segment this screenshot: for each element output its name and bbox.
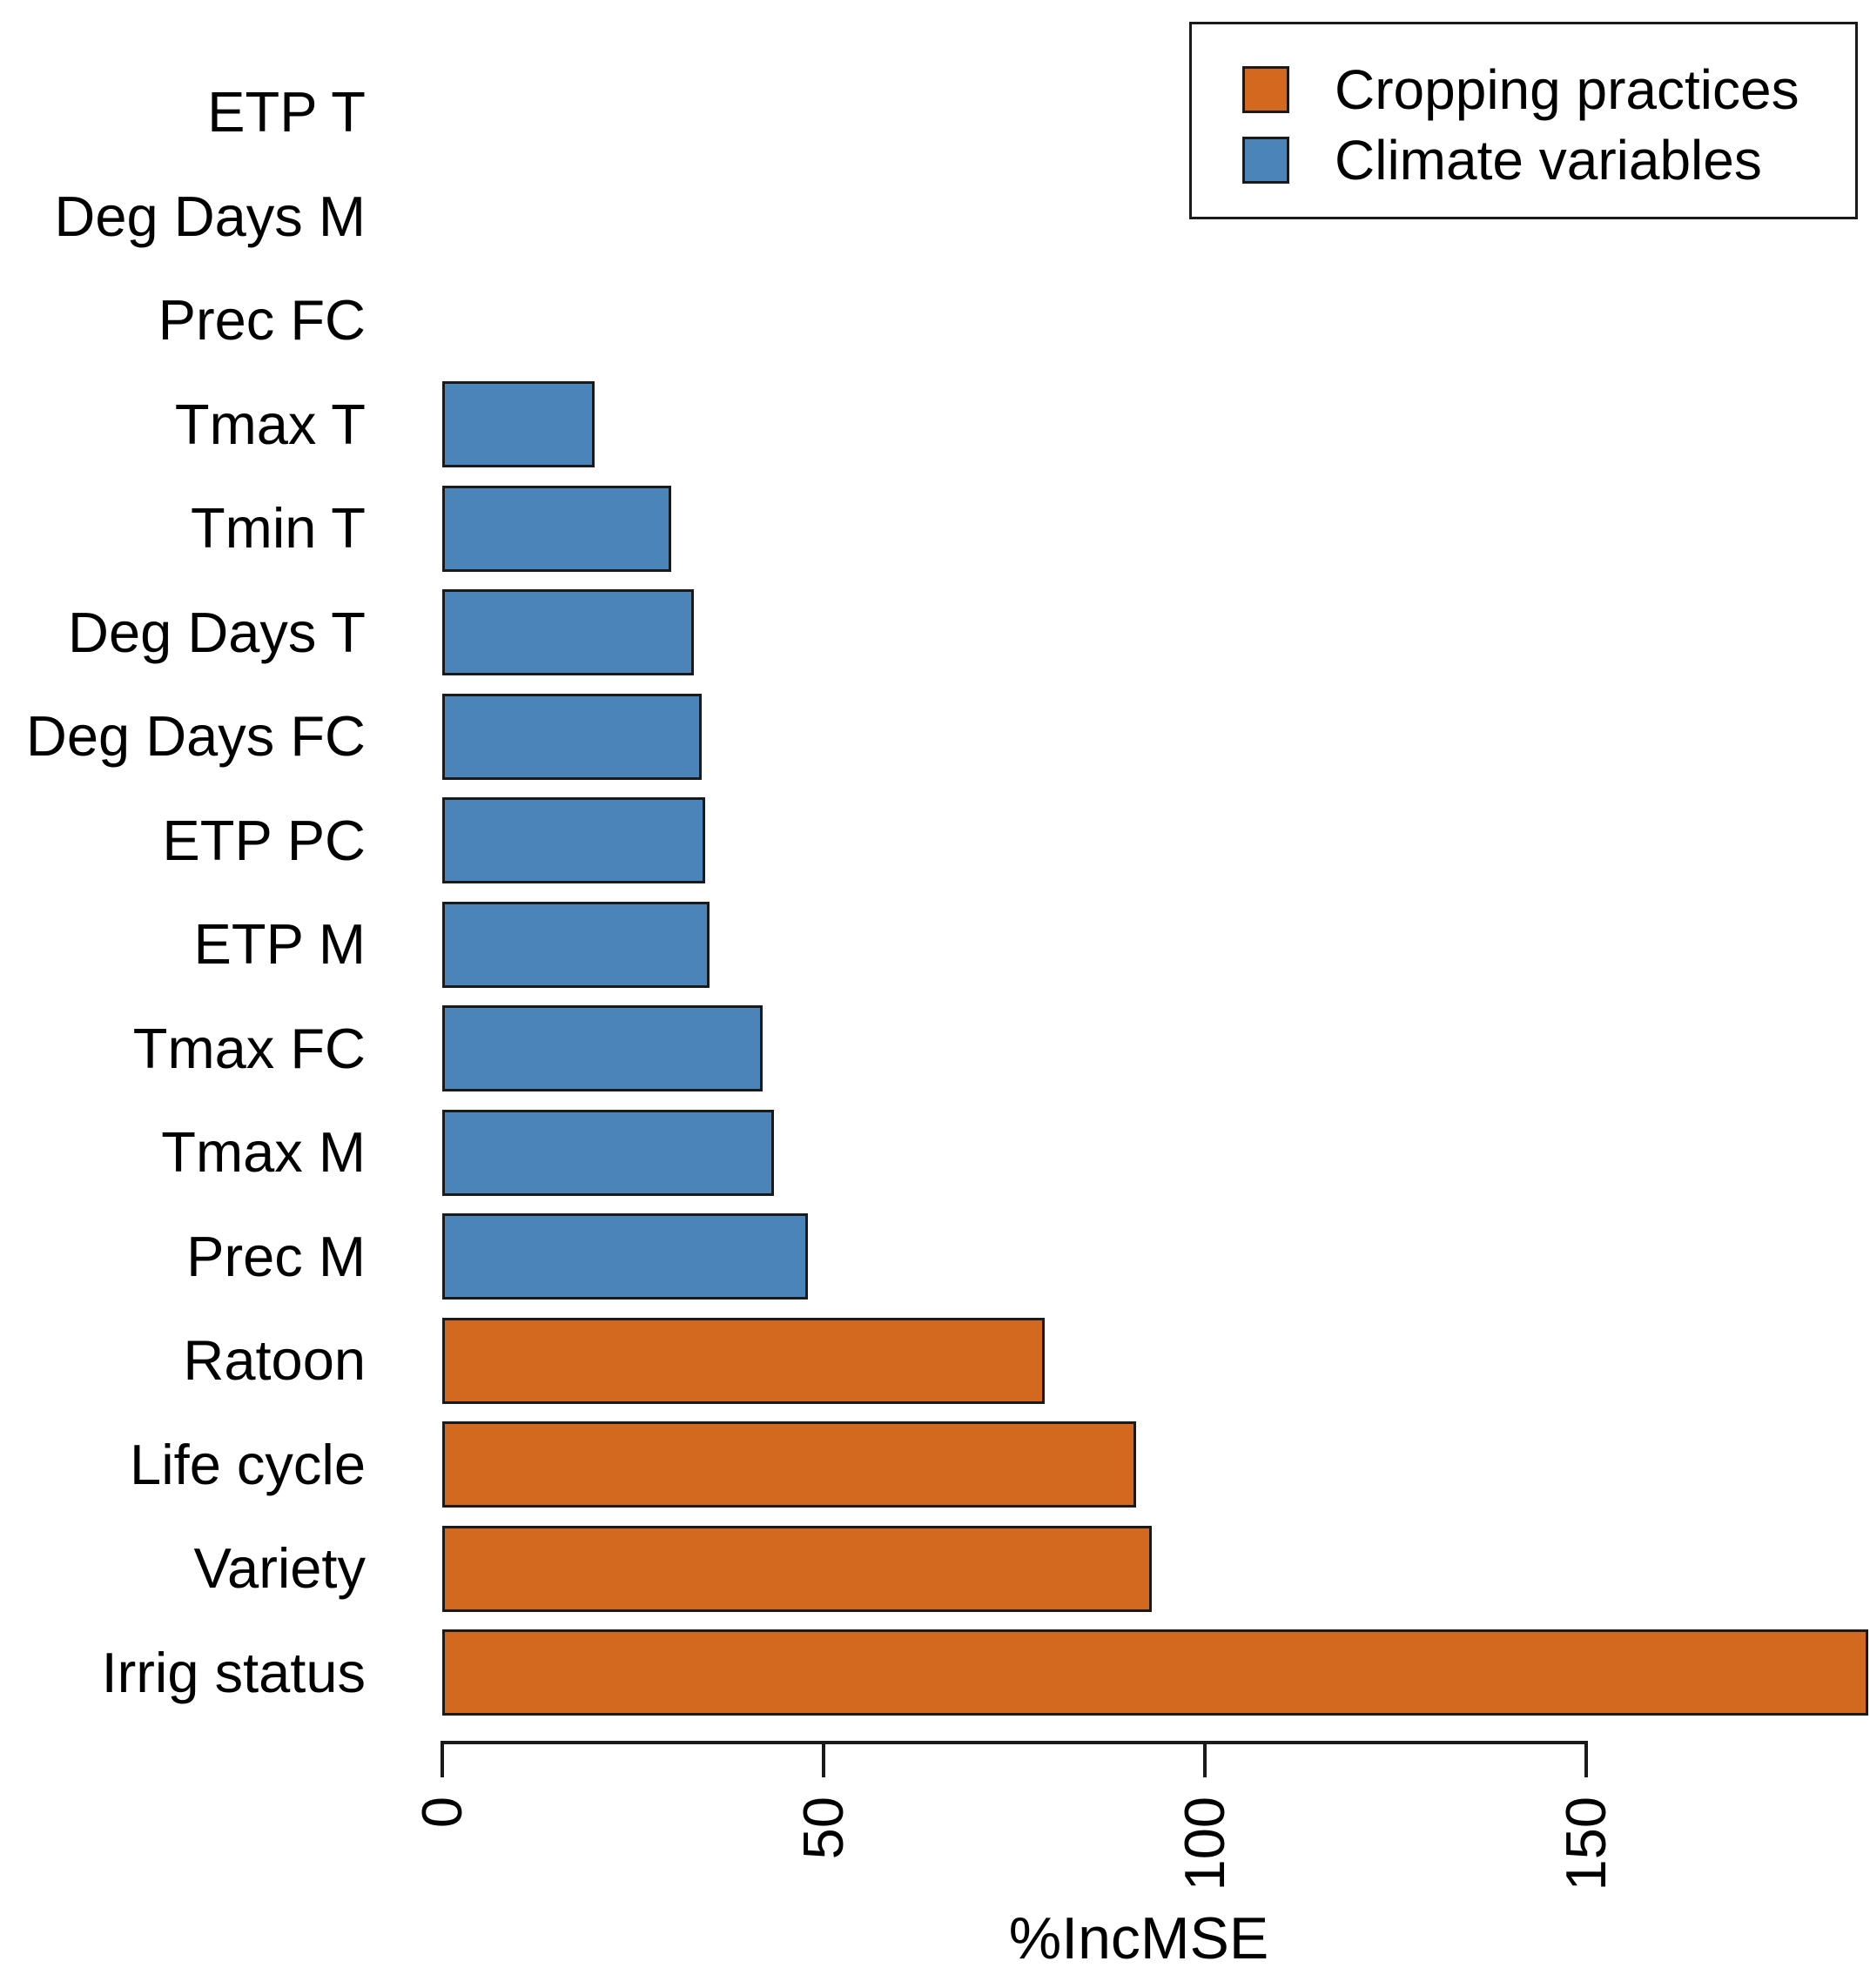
bar-deg-days-t (442, 589, 694, 675)
x-axis-tick-50 (822, 1744, 825, 1777)
x-axis-tick-label-50: 50 (791, 1797, 855, 1860)
x-axis-tick-150 (1584, 1744, 1588, 1777)
bar-irrig-status (442, 1629, 1868, 1716)
bar-tmax-m (442, 1109, 774, 1196)
category-label-deg-days-fc: Deg Days FC (25, 704, 366, 768)
category-label-tmax-t: Tmax T (174, 392, 366, 456)
category-label-etp-pc: ETP PC (162, 808, 366, 872)
category-label-prec-m: Prec M (186, 1224, 366, 1288)
category-label-deg-days-m: Deg Days M (54, 184, 366, 248)
bar-prec-m (442, 1213, 808, 1300)
category-label-tmax-fc: Tmax FC (132, 1016, 366, 1080)
legend-entry-cropping-practices: Cropping practices (1242, 54, 1855, 124)
bar-tmax-fc (442, 1005, 763, 1091)
category-label-life-cycle: Life cycle (130, 1432, 366, 1496)
bar-etp-m (442, 901, 710, 988)
x-axis-tick-label-0: 0 (410, 1797, 474, 1829)
category-label-tmin-t: Tmin T (190, 496, 366, 560)
legend-label-cropping-practices: Cropping practices (1335, 57, 1799, 121)
category-label-variety: Variety (193, 1536, 366, 1600)
category-label-etp-t: ETP T (207, 80, 366, 144)
bar-life-cycle (442, 1421, 1136, 1508)
legend-label-climate-variables: Climate variables (1335, 128, 1762, 191)
bar-tmin-t (442, 485, 671, 572)
category-label-deg-days-t: Deg Days T (68, 600, 366, 664)
cropping-practices-swatch-icon (1242, 65, 1289, 113)
category-label-irrig-status: Irrig status (101, 1640, 366, 1704)
x-axis-tick-0 (441, 1744, 444, 1777)
bar-deg-days-fc (442, 693, 702, 780)
bar-tmax-t (442, 381, 595, 467)
category-label-etp-m: ETP M (193, 912, 366, 976)
bar-variety (442, 1525, 1152, 1612)
x-axis-title: %IncMSE (1008, 1905, 1269, 1971)
x-axis-tick-100 (1203, 1744, 1207, 1777)
category-label-prec-fc: Prec FC (158, 288, 366, 352)
x-axis-line (441, 1741, 1588, 1744)
bar-ratoon (442, 1317, 1045, 1404)
legend-box: Cropping practices Climate variables (1189, 22, 1858, 219)
category-label-ratoon: Ratoon (183, 1328, 366, 1392)
legend-entry-climate-variables: Climate variables (1242, 124, 1855, 195)
x-axis-tick-label-100: 100 (1173, 1797, 1236, 1891)
bar-etp-pc (442, 797, 705, 883)
x-axis-tick-label-150: 150 (1554, 1797, 1618, 1891)
climate-variables-swatch-icon (1242, 136, 1289, 184)
category-label-tmax-m: Tmax M (161, 1120, 366, 1184)
